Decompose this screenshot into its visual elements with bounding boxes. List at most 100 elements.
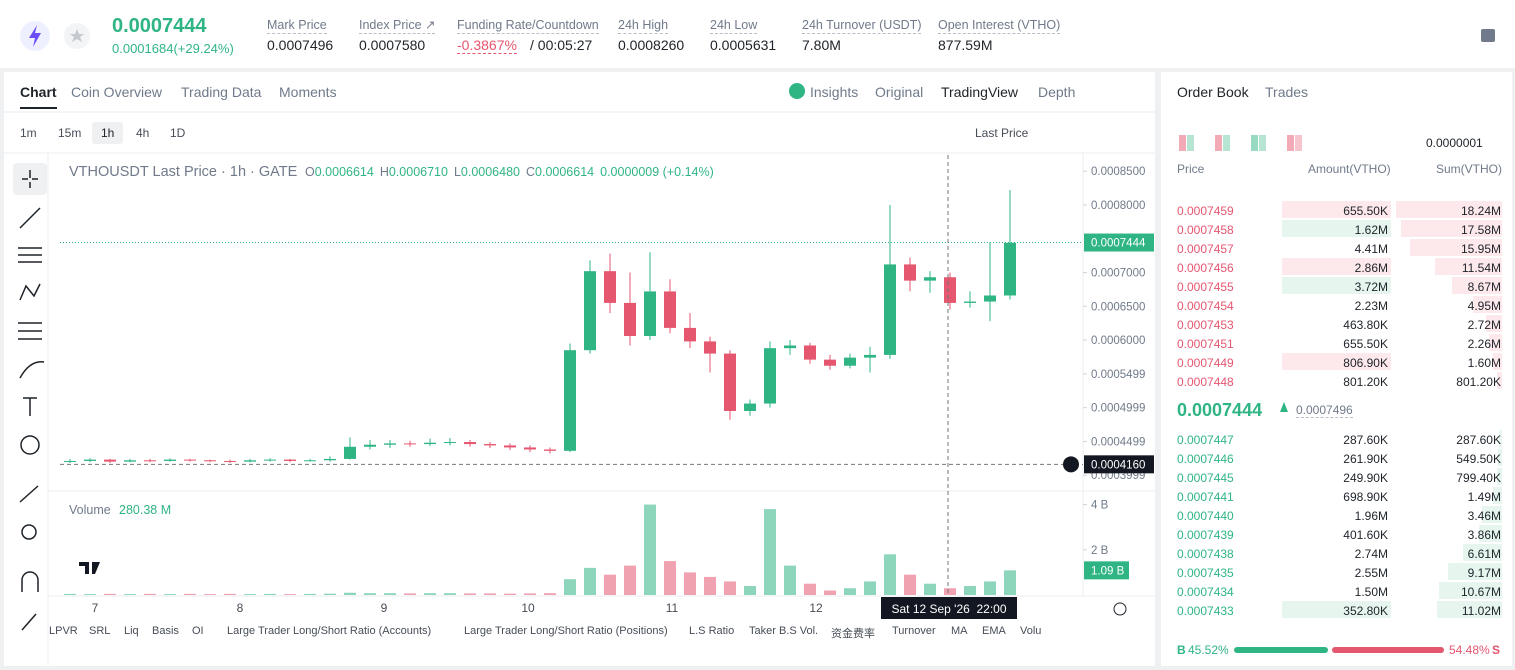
- y-tick-label: 0.0008000: [1091, 200, 1145, 212]
- ob-mode[interactable]: [1223, 135, 1230, 151]
- ob-tab[interactable]: Order Book: [1177, 84, 1249, 100]
- icon[interactable]: [1481, 29, 1495, 42]
- indicator[interactable]: 资金费率: [831, 628, 875, 640]
- candle-body: [64, 460, 76, 462]
- candle-body: [724, 353, 736, 411]
- ob-price[interactable]: 0.0007457: [1177, 242, 1234, 256]
- ob-price[interactable]: 0.0007439: [1177, 528, 1234, 542]
- ob-price[interactable]: 0.0007438: [1177, 547, 1234, 561]
- ob-header: Amount(VTHO): [1308, 162, 1391, 176]
- buy-ratio-bar: [1234, 647, 1328, 653]
- ob-price[interactable]: 0.0007453: [1177, 318, 1234, 332]
- volume-last-tag: [1084, 561, 1129, 580]
- indicator[interactable]: Large Trader Long/Short Ratio (Accounts): [227, 625, 432, 637]
- indicator[interactable]: Basis: [152, 625, 179, 637]
- ob-tab[interactable]: Trades: [1265, 84, 1309, 100]
- ob-price[interactable]: 0.0007445: [1177, 471, 1234, 485]
- interval[interactable]: 1h: [92, 122, 124, 144]
- candle-body: [544, 449, 556, 451]
- ob-amount: 287.60K: [1343, 433, 1388, 447]
- volume-bar: [944, 588, 956, 595]
- volume-bar: [824, 590, 836, 595]
- indicator[interactable]: OI: [192, 625, 204, 637]
- ohlc-legend: C0.0006614: [526, 165, 594, 179]
- indicator[interactable]: Turnover: [892, 625, 936, 637]
- chart-tab[interactable]: Chart: [20, 84, 57, 109]
- chart-tab[interactable]: Moments: [279, 84, 337, 100]
- stat-value: 0.0007580: [359, 37, 426, 53]
- x-tick-label: 8: [237, 601, 244, 615]
- chart-tab[interactable]: Trading Data: [181, 84, 262, 100]
- ob-amount: 1.96M: [1354, 509, 1388, 523]
- ob-price[interactable]: 0.0007433: [1177, 604, 1234, 618]
- interval[interactable]: 15m: [58, 126, 82, 140]
- depth-bar: [1497, 468, 1502, 485]
- settings[interactable]: [1113, 602, 1127, 616]
- candle-body: [804, 345, 816, 360]
- ob-sum: 3.86M: [1467, 528, 1501, 542]
- ob-mid-price: 0.0007444: [1177, 400, 1263, 420]
- interval[interactable]: 1m: [20, 126, 37, 140]
- ob-price[interactable]: 0.0007454: [1177, 299, 1234, 313]
- ob-mode[interactable]: [1251, 135, 1258, 151]
- ob-buy-ratio: 45.52%: [1188, 643, 1229, 657]
- ob-price[interactable]: 0.0007459: [1177, 204, 1234, 218]
- ob-mode[interactable]: [1215, 135, 1222, 151]
- ob-price[interactable]: 0.0007458: [1177, 223, 1234, 237]
- x-tick-label: 11: [666, 601, 679, 615]
- ob-price[interactable]: 0.0007448: [1177, 375, 1234, 389]
- ob-mode[interactable]: [1259, 135, 1266, 151]
- indicator[interactable]: LPVR: [49, 625, 78, 637]
- volume-bar: [684, 572, 696, 595]
- price-change: 0.0001684(+29.24%): [112, 41, 234, 56]
- indicator[interactable]: Volu: [1020, 625, 1042, 637]
- ob-sum: 10.67M: [1460, 585, 1501, 599]
- ob-mode[interactable]: [1295, 135, 1302, 151]
- ob-sum: 3.46M: [1467, 509, 1501, 523]
- price-type[interactable]: Last Price: [975, 126, 1029, 140]
- indicator[interactable]: SRL: [89, 625, 111, 637]
- indicator[interactable]: L.S Ratio: [689, 625, 735, 637]
- ob-price[interactable]: 0.0007455: [1177, 280, 1234, 294]
- ob-sum: 17.58M: [1460, 223, 1501, 237]
- ob-price[interactable]: 0.0007451: [1177, 337, 1234, 351]
- ob-price[interactable]: 0.0007446: [1177, 452, 1234, 466]
- ob-precision[interactable]: 0.0000001: [1426, 136, 1483, 150]
- ob-price[interactable]: 0.0007449: [1177, 356, 1234, 370]
- ob-price[interactable]: 0.0007456: [1177, 261, 1234, 275]
- volume-total: 280.38 M: [119, 503, 171, 517]
- view-tab[interactable]: Insights: [810, 84, 859, 100]
- indicator[interactable]: Taker B.S Vol.: [749, 625, 819, 637]
- ob-mode[interactable]: [1287, 135, 1294, 151]
- chart-tab[interactable]: Coin Overview: [71, 84, 163, 100]
- ob-mode[interactable]: [1179, 135, 1186, 151]
- indicator[interactable]: Large Trader Long/Short Ratio (Positions…: [464, 625, 668, 637]
- candle-body: [884, 264, 896, 355]
- candle-body: [864, 354, 876, 358]
- candle-body: [784, 345, 796, 349]
- ob-mode[interactable]: [1187, 135, 1194, 151]
- ob-amount: 463.80K: [1343, 318, 1388, 332]
- interval[interactable]: 1D: [170, 126, 186, 140]
- ob-sum: 11.02M: [1461, 604, 1501, 618]
- candle-body: [424, 442, 436, 445]
- indicator[interactable]: Liq: [124, 625, 139, 637]
- volume-bar: [924, 583, 936, 595]
- ob-price[interactable]: 0.0007435: [1177, 566, 1234, 580]
- ob-price[interactable]: 0.0007440: [1177, 509, 1234, 523]
- view-tab[interactable]: Depth: [1038, 84, 1076, 100]
- indicator[interactable]: EMA: [982, 625, 1006, 637]
- volume-bar: [204, 594, 216, 595]
- view-tab[interactable]: TradingView: [941, 84, 1019, 100]
- indicator[interactable]: MA: [951, 625, 968, 637]
- drawing-tools[interactable]: [13, 163, 47, 631]
- candle-body: [324, 458, 336, 461]
- ob-sell-label: S: [1492, 643, 1501, 657]
- ob-price[interactable]: 0.0007441: [1177, 490, 1234, 504]
- candle-body: [584, 271, 596, 351]
- view-tab[interactable]: Original: [875, 84, 924, 100]
- ob-price[interactable]: 0.0007434: [1177, 585, 1234, 599]
- ob-price[interactable]: 0.0007447: [1177, 433, 1234, 447]
- stat-label: Funding Rate/Countdown: [457, 18, 599, 34]
- interval[interactable]: 4h: [136, 126, 150, 140]
